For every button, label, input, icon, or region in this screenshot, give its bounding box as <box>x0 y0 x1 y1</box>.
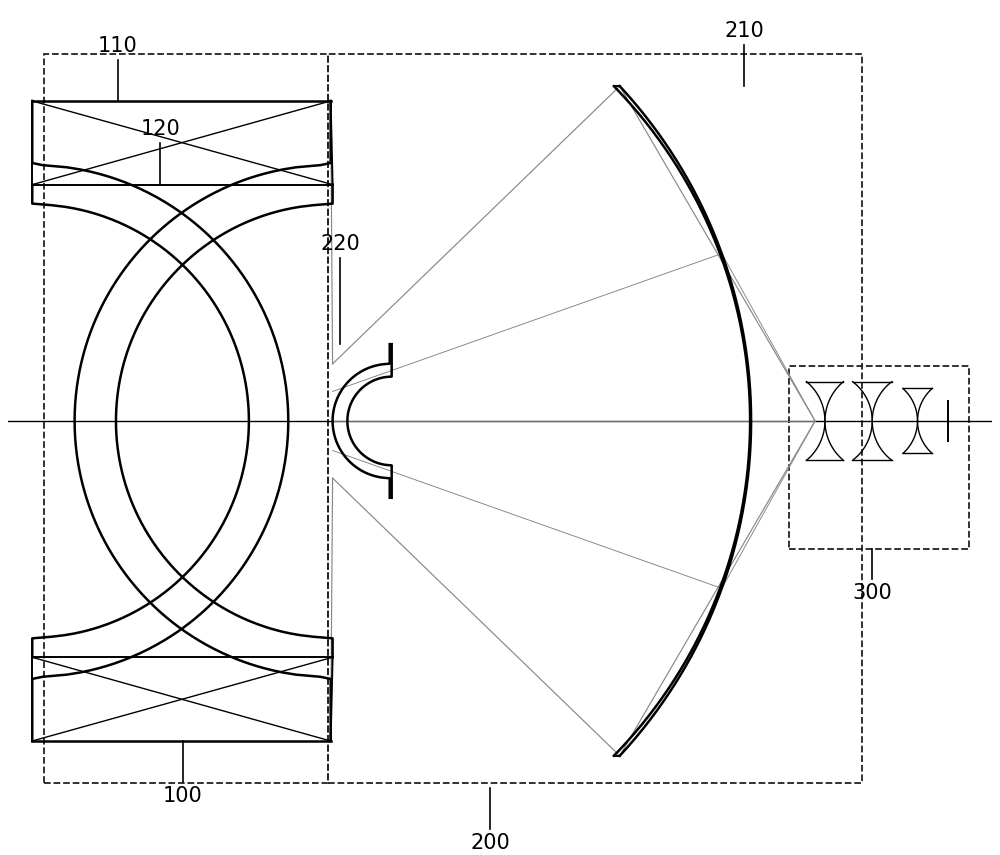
Text: 210: 210 <box>724 21 764 41</box>
Text: 100: 100 <box>163 787 203 806</box>
Text: 300: 300 <box>852 583 892 603</box>
Bar <box>789 366 969 550</box>
Text: 110: 110 <box>98 36 138 56</box>
Text: 200: 200 <box>470 833 510 853</box>
Text: 220: 220 <box>321 233 360 254</box>
Text: 120: 120 <box>140 120 180 139</box>
Bar <box>44 54 328 783</box>
Bar <box>328 54 862 783</box>
